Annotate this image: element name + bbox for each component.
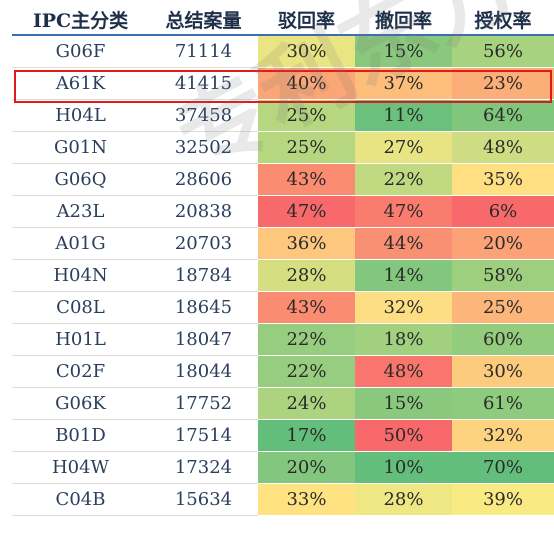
cell-ipc: G01N	[12, 131, 149, 164]
cell-ipc: G06F	[12, 35, 149, 68]
cell-ipc: H04W	[12, 451, 149, 484]
cell-grant-rate: 25%	[452, 291, 554, 324]
cell-grant-rate: 20%	[452, 227, 554, 260]
cell-grant-rate: 30%	[452, 355, 554, 388]
cell-withdrawal-rate: 27%	[355, 131, 452, 164]
table-row: A61K 41415 40% 37% 23%	[12, 67, 554, 100]
table-row: C08L 18645 43% 32% 25%	[12, 291, 554, 324]
cell-grant-rate: 56%	[452, 35, 554, 68]
table-row: B01D 17514 17% 50% 32%	[12, 419, 554, 452]
cell-ipc: G06Q	[12, 163, 149, 196]
cell-withdrawal-rate: 22%	[355, 163, 452, 196]
bottom-fade	[0, 527, 554, 540]
header-row: IPC主分类 总结案量 驳回率 撤回率 授权率	[12, 4, 554, 36]
cell-ipc: H04L	[12, 99, 149, 132]
cell-total: 20838	[149, 195, 258, 228]
cell-withdrawal-rate: 50%	[355, 419, 452, 452]
cell-rejection-rate: 24%	[258, 387, 355, 420]
table-row: G01N 32502 25% 27% 48%	[12, 131, 554, 164]
cell-rejection-rate: 22%	[258, 355, 355, 388]
table-row: H04N 18784 28% 14% 58%	[12, 259, 554, 292]
cell-ipc: A61K	[12, 67, 149, 100]
table-row: G06K 17752 24% 15% 61%	[12, 387, 554, 420]
cell-total: 17324	[149, 451, 258, 484]
cell-rejection-rate: 30%	[258, 35, 355, 68]
cell-withdrawal-rate: 10%	[355, 451, 452, 484]
cell-ipc: B01D	[12, 419, 149, 452]
cell-ipc: C08L	[12, 291, 149, 324]
cell-withdrawal-rate: 37%	[355, 67, 452, 100]
cell-withdrawal-rate: 15%	[355, 35, 452, 68]
cell-grant-rate: 35%	[452, 163, 554, 196]
cell-ipc: A01G	[12, 227, 149, 260]
cell-total: 18784	[149, 259, 258, 292]
header-rejection-rate: 驳回率	[258, 4, 355, 36]
table-row: G06Q 28606 43% 22% 35%	[12, 163, 554, 196]
cell-rejection-rate: 36%	[258, 227, 355, 260]
cell-grant-rate: 60%	[452, 323, 554, 356]
cell-rejection-rate: 22%	[258, 323, 355, 356]
cell-rejection-rate: 25%	[258, 131, 355, 164]
cell-total: 18044	[149, 355, 258, 388]
cell-grant-rate: 70%	[452, 451, 554, 484]
cell-grant-rate: 64%	[452, 99, 554, 132]
cell-ipc: H04N	[12, 259, 149, 292]
cell-withdrawal-rate: 44%	[355, 227, 452, 260]
cell-grant-rate: 6%	[452, 195, 554, 228]
cell-rejection-rate: 40%	[258, 67, 355, 100]
cell-grant-rate: 39%	[452, 483, 554, 516]
table-row: H04W 17324 20% 10% 70%	[12, 451, 554, 484]
table-row: H01L 18047 22% 18% 60%	[12, 323, 554, 356]
heatmap-table: IPC主分类 总结案量 驳回率 撤回率 授权率 G06F 71114 30% 15% 5…	[12, 4, 554, 516]
table-row: H04L 37458 25% 11% 64%	[12, 99, 554, 132]
header-ipc: IPC主分类	[12, 4, 149, 36]
table-row: C02F 18044 22% 48% 30%	[12, 355, 554, 388]
cell-grant-rate: 58%	[452, 259, 554, 292]
cell-ipc: A23L	[12, 195, 149, 228]
cell-total: 15634	[149, 483, 258, 516]
cell-ipc: H01L	[12, 323, 149, 356]
cell-total: 32502	[149, 131, 258, 164]
cell-withdrawal-rate: 48%	[355, 355, 452, 388]
cell-grant-rate: 48%	[452, 131, 554, 164]
cell-rejection-rate: 47%	[258, 195, 355, 228]
header-total: 总结案量	[149, 4, 258, 36]
cell-withdrawal-rate: 47%	[355, 195, 452, 228]
header-withdrawal-rate: 撤回率	[355, 4, 452, 36]
cell-rejection-rate: 28%	[258, 259, 355, 292]
cell-total: 28606	[149, 163, 258, 196]
cell-rejection-rate: 33%	[258, 483, 355, 516]
cell-rejection-rate: 25%	[258, 99, 355, 132]
cell-total: 41415	[149, 67, 258, 100]
table-row: A23L 20838 47% 47% 6%	[12, 195, 554, 228]
cell-total: 18047	[149, 323, 258, 356]
header-grant-rate: 授权率	[452, 4, 554, 36]
cell-total: 17514	[149, 419, 258, 452]
cell-total: 17752	[149, 387, 258, 420]
cell-withdrawal-rate: 15%	[355, 387, 452, 420]
table-row: A01G 20703 36% 44% 20%	[12, 227, 554, 260]
cell-ipc: C04B	[12, 483, 149, 516]
cell-grant-rate: 23%	[452, 67, 554, 100]
cell-rejection-rate: 20%	[258, 451, 355, 484]
cell-ipc: C02F	[12, 355, 149, 388]
cell-total: 71114	[149, 35, 258, 68]
cell-withdrawal-rate: 32%	[355, 291, 452, 324]
cell-rejection-rate: 17%	[258, 419, 355, 452]
cell-total: 18645	[149, 291, 258, 324]
cell-withdrawal-rate: 14%	[355, 259, 452, 292]
cell-ipc: G06K	[12, 387, 149, 420]
cell-total: 20703	[149, 227, 258, 260]
table-row: G06F 71114 30% 15% 56%	[12, 35, 554, 68]
cell-grant-rate: 61%	[452, 387, 554, 420]
cell-withdrawal-rate: 11%	[355, 99, 452, 132]
cell-withdrawal-rate: 18%	[355, 323, 452, 356]
cell-rejection-rate: 43%	[258, 163, 355, 196]
table-row: C04B 15634 33% 28% 39%	[12, 483, 554, 516]
cell-grant-rate: 32%	[452, 419, 554, 452]
cell-rejection-rate: 43%	[258, 291, 355, 324]
cell-withdrawal-rate: 28%	[355, 483, 452, 516]
cell-total: 37458	[149, 99, 258, 132]
